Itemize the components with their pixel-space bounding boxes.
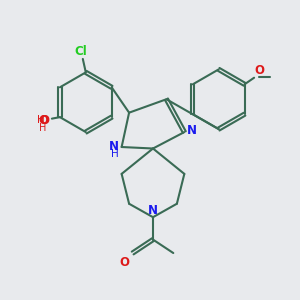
Text: O: O bbox=[40, 114, 50, 127]
Text: H: H bbox=[38, 122, 46, 133]
Text: H: H bbox=[111, 149, 118, 160]
Text: H: H bbox=[37, 115, 45, 125]
Text: N: N bbox=[148, 204, 158, 217]
Text: O: O bbox=[38, 114, 48, 127]
Text: O: O bbox=[255, 64, 265, 76]
Text: Cl: Cl bbox=[74, 45, 87, 58]
Text: O: O bbox=[120, 256, 130, 269]
Text: N: N bbox=[187, 124, 197, 137]
Text: N: N bbox=[109, 140, 118, 153]
